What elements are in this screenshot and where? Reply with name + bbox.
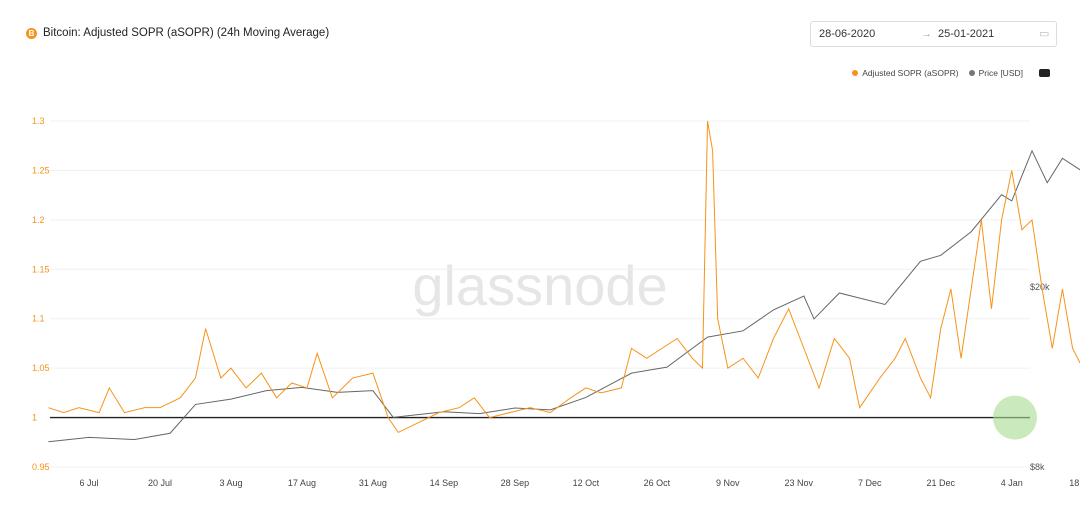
x-tick-label: 18 Jan [1069, 478, 1080, 488]
x-tick-label: 28 Sep [501, 478, 530, 488]
x-tick-label: 6 Jul [79, 478, 98, 488]
x-tick-label: 17 Aug [288, 478, 316, 488]
x-tick-label: 23 Nov [785, 478, 814, 488]
x-tick-label: 7 Dec [858, 478, 882, 488]
x-tick-label: 4 Jan [1001, 478, 1023, 488]
y-tick-label: 1.3 [32, 116, 45, 126]
legend-price[interactable]: Price [USD] [968, 68, 1023, 78]
x-tick-label: 21 Dec [926, 478, 955, 488]
date-to[interactable]: 25-01-2021 [938, 28, 995, 40]
y-tick-label: 1.1 [32, 314, 45, 324]
legend-sopr[interactable]: Adjusted SOPR (aSOPR) [852, 68, 959, 78]
y-tick-label: 1.2 [32, 215, 45, 225]
y-tick-label: 1.05 [32, 363, 50, 373]
sopr-line [48, 120, 1080, 434]
y-tick-label: 1 [32, 413, 37, 423]
y-right-tick-label: $20k [1030, 282, 1050, 292]
y-right-tick-label: $8k [1030, 462, 1045, 472]
x-tick-label: 12 Oct [573, 478, 600, 488]
bitcoin-icon: B [26, 27, 37, 39]
calendar-icon[interactable]: ▭ [1039, 28, 1050, 40]
x-tick-label: 26 Oct [644, 478, 671, 488]
y-tick-label: 0.95 [32, 462, 50, 472]
y-tick-label: 1.15 [32, 264, 50, 274]
legend: Adjusted SOPR (aSOPR) Price [USD] [852, 68, 1050, 78]
x-tick-label: 20 Jul [148, 478, 172, 488]
chart-title: B Bitcoin: Adjusted SOPR (aSOPR) (24h Mov… [26, 27, 329, 39]
highlight-circle [993, 395, 1037, 440]
date-from[interactable]: 28-06-2020 [819, 28, 876, 40]
y-tick-label: 1.25 [32, 165, 50, 175]
x-tick-label: 9 Nov [716, 478, 740, 488]
x-tick-label: 3 Aug [219, 478, 242, 488]
x-tick-label: 14 Sep [430, 478, 459, 488]
camera-icon[interactable] [1039, 69, 1050, 77]
watermark: glassnode [412, 254, 667, 317]
date-range-picker[interactable]: 28-06-2020 → 25-01-2021 ▭ [810, 21, 1057, 47]
arrow-icon: → [921, 28, 932, 40]
x-tick-label: 31 Aug [359, 478, 387, 488]
